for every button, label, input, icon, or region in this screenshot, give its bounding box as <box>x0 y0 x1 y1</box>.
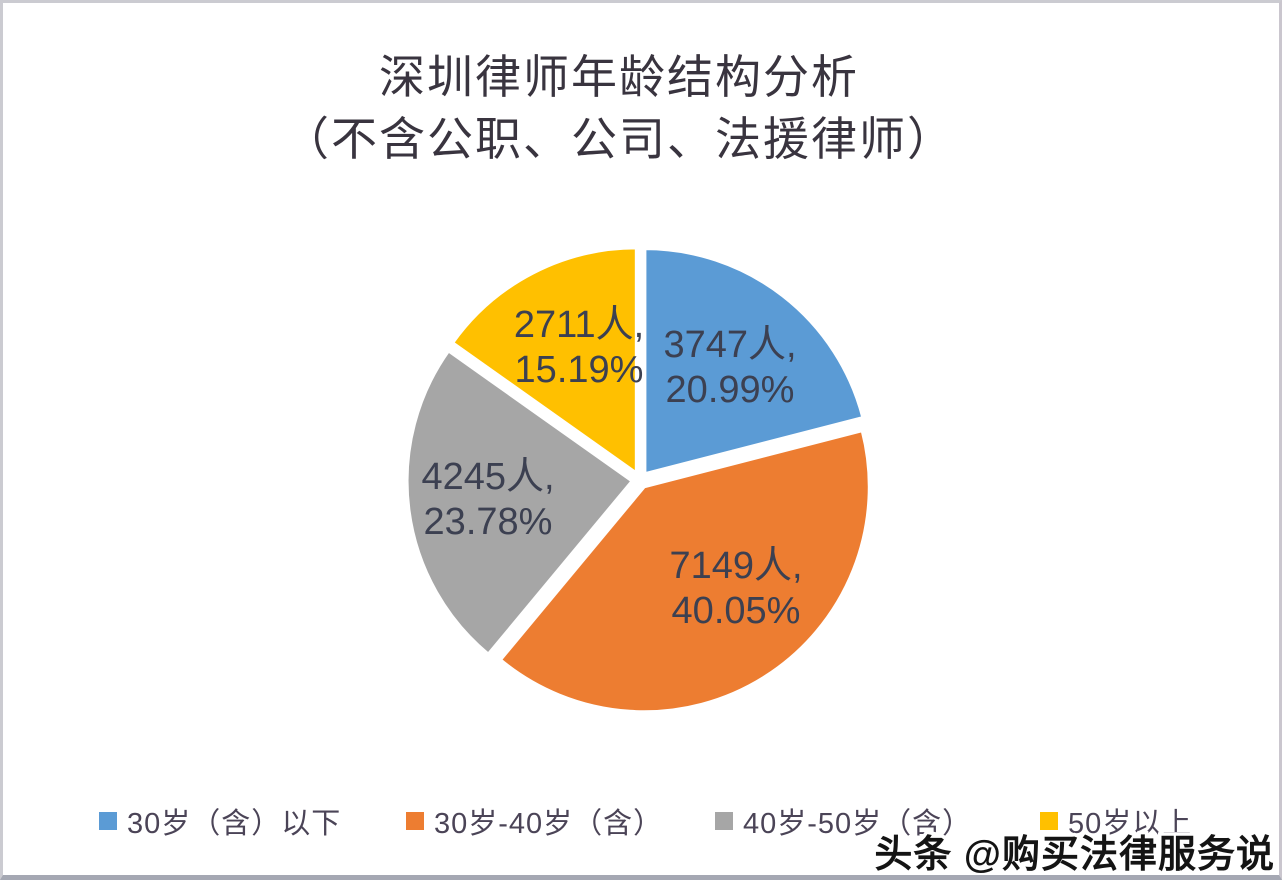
slice-label-30-40: 7149人, 40.05% <box>669 544 802 634</box>
pie-slice-0[interactable] <box>643 247 865 476</box>
chart-title: 深圳律师年龄结构分析 （不含公职、公司、法援律师） <box>3 47 1235 171</box>
legend-label: 50岁以上 <box>1068 808 1193 840</box>
legend-label: 40岁-50岁（含） <box>743 808 973 840</box>
legend-label: 30岁-40岁（含） <box>434 808 664 840</box>
slice-label-value: 3747人, <box>663 324 797 366</box>
pie-chart-area: 3747人, 20.99% 7149人, 40.05% 4245人, 23.78… <box>3 3 1279 875</box>
slice-label-40-50: 4245人, 23.78% <box>421 455 554 545</box>
slice-label-value: 7149人, <box>669 545 803 587</box>
legend-swatch-gray <box>715 812 733 830</box>
watermark-text: 头条 @购买法律服务说 <box>874 834 1275 876</box>
pie-slice-2[interactable] <box>405 349 634 656</box>
chart-title-line-1: 深圳律师年龄结构分析 <box>379 52 859 103</box>
slice-label-over-50: 2711人, 15.19% <box>514 303 644 393</box>
chart-title-line-2: （不含公职、公司、法援律师） <box>283 114 955 165</box>
chart-legend: 30岁（含）以下 30岁-40岁（含） 40岁-50岁（含） 50岁以上 <box>3 799 1279 847</box>
pie-slice-1[interactable] <box>498 429 871 714</box>
legend-swatch-yellow <box>1040 812 1058 830</box>
legend-swatch-blue <box>99 812 117 830</box>
pie-slice-3[interactable] <box>451 246 638 475</box>
slice-label-percent: 20.99% <box>665 369 795 411</box>
legend-item-30-40[interactable]: 30岁-40岁（含） <box>406 799 663 843</box>
slice-label-value: 2711人, <box>513 304 645 346</box>
slice-label-under-30: 3747人, 20.99% <box>663 323 796 413</box>
legend-item-under-30[interactable]: 30岁（含）以下 <box>99 799 341 843</box>
legend-item-over-50[interactable]: 50岁以上 <box>1040 799 1192 843</box>
slice-label-percent: 40.05% <box>671 590 801 632</box>
slice-label-value: 4245人, <box>421 456 555 498</box>
slice-label-percent: 15.19% <box>514 349 644 391</box>
pie-chart-svg <box>405 246 871 714</box>
legend-item-40-50[interactable]: 40岁-50岁（含） <box>715 799 972 843</box>
slice-label-percent: 23.78% <box>423 501 553 543</box>
legend-label: 30岁（含）以下 <box>127 808 342 840</box>
legend-swatch-orange <box>406 812 424 830</box>
toutiao-watermark: 头条 @购买法律服务说 <box>871 831 1278 876</box>
